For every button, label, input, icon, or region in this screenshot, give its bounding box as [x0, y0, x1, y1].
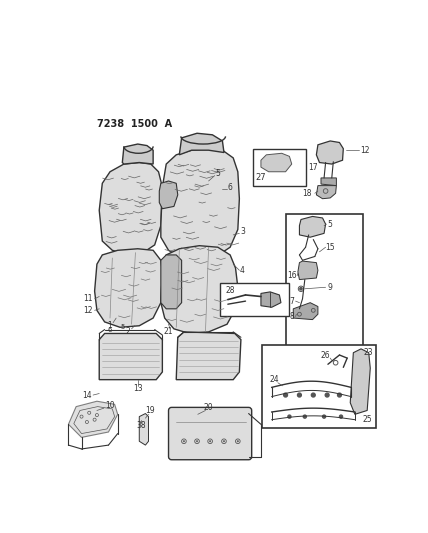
Text: 25: 25 [363, 415, 372, 424]
Text: 24: 24 [269, 375, 279, 384]
Text: 27: 27 [256, 173, 266, 182]
Text: 9: 9 [328, 283, 333, 292]
Text: 38: 38 [136, 422, 146, 430]
Polygon shape [139, 414, 149, 445]
Text: 12: 12 [360, 146, 370, 155]
Polygon shape [316, 185, 336, 199]
Bar [285, 214, 363, 349]
Text: 2: 2 [125, 327, 130, 336]
Text: 17: 17 [308, 163, 317, 172]
Polygon shape [298, 261, 318, 280]
Polygon shape [99, 163, 162, 255]
Text: 19: 19 [145, 406, 155, 415]
Bar [253, 149, 306, 185]
Text: 5: 5 [120, 324, 125, 330]
Circle shape [209, 440, 211, 442]
Text: 26: 26 [321, 351, 330, 360]
Text: 28: 28 [226, 286, 235, 295]
Text: 7238  1500  A: 7238 1500 A [97, 119, 172, 129]
Polygon shape [293, 303, 318, 320]
Polygon shape [99, 334, 162, 379]
Text: 3: 3 [240, 227, 245, 236]
Text: 11: 11 [84, 294, 93, 303]
Bar [262, 345, 377, 428]
Circle shape [311, 393, 315, 397]
Polygon shape [95, 249, 162, 327]
Text: 10: 10 [105, 401, 115, 410]
Polygon shape [68, 401, 118, 438]
Polygon shape [161, 255, 181, 309]
Polygon shape [316, 141, 343, 164]
Circle shape [288, 415, 291, 418]
Polygon shape [161, 246, 238, 334]
Text: 14: 14 [82, 391, 92, 400]
Polygon shape [261, 154, 292, 172]
FancyBboxPatch shape [169, 407, 252, 460]
Text: 5: 5 [328, 220, 333, 229]
Polygon shape [176, 332, 241, 379]
Circle shape [323, 415, 326, 418]
Polygon shape [300, 216, 326, 237]
Circle shape [223, 440, 225, 442]
Text: 7: 7 [289, 297, 294, 305]
Polygon shape [122, 144, 153, 164]
Text: 8: 8 [289, 312, 294, 321]
Text: 1: 1 [107, 321, 113, 330]
Circle shape [284, 393, 288, 397]
Text: 16: 16 [287, 271, 297, 280]
Circle shape [325, 393, 329, 397]
Circle shape [196, 440, 198, 442]
Polygon shape [179, 133, 224, 155]
Text: 6: 6 [108, 327, 112, 333]
Polygon shape [350, 349, 370, 414]
Bar [220, 284, 289, 316]
Text: 13: 13 [133, 384, 143, 393]
Text: 5: 5 [215, 169, 220, 178]
Text: 21: 21 [164, 327, 173, 336]
Circle shape [300, 288, 302, 290]
Polygon shape [159, 181, 178, 209]
Circle shape [303, 415, 306, 418]
Polygon shape [321, 178, 336, 185]
Polygon shape [261, 292, 281, 308]
Text: 23: 23 [364, 348, 374, 357]
Circle shape [183, 440, 185, 442]
Circle shape [339, 415, 342, 418]
Text: 20: 20 [204, 403, 214, 412]
Circle shape [237, 440, 238, 442]
Circle shape [338, 393, 342, 397]
Text: 4: 4 [240, 266, 245, 275]
Text: 18: 18 [302, 189, 312, 198]
Circle shape [297, 393, 301, 397]
Text: 12: 12 [84, 306, 93, 315]
Text: 6: 6 [228, 183, 232, 192]
Text: 15: 15 [325, 243, 335, 252]
Polygon shape [161, 149, 239, 260]
